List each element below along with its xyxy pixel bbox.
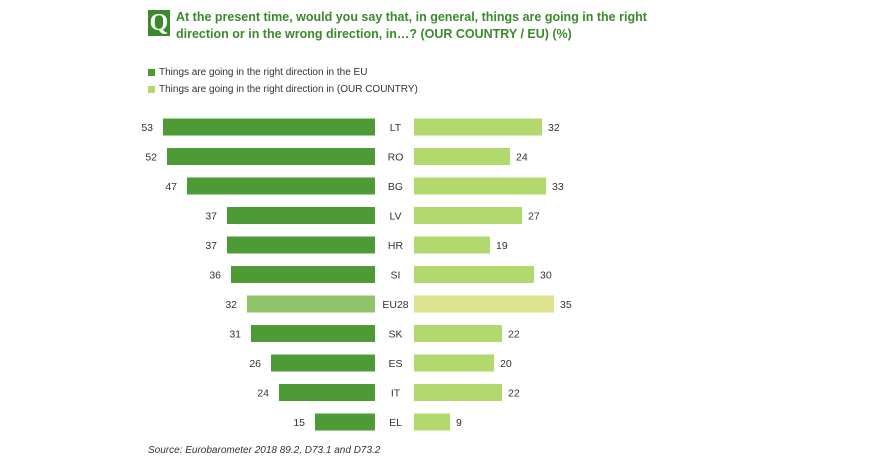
bar-country-eu28	[414, 295, 554, 313]
value-label-country-bg: 33	[552, 181, 564, 193]
value-label-country-hr: 19	[496, 240, 508, 252]
butterfly-bar-chart: 53 LT 32 52 RO 24 47 BG 33 37 LV 27 37 HR 19 36 SI 30 32 EU…	[141, 118, 572, 431]
legend-swatch-country	[148, 86, 155, 93]
category-label-ro: RO	[388, 152, 404, 164]
bar-eu-lv	[227, 207, 375, 224]
value-label-eu-hr: 37	[205, 240, 217, 252]
bar-country-el	[414, 413, 450, 431]
bar-eu-si	[231, 266, 375, 283]
value-label-country-el: 9	[456, 417, 462, 429]
bar-country-es	[414, 354, 494, 372]
value-label-eu-lv: 37	[205, 211, 217, 223]
bar-eu-bg	[187, 177, 375, 195]
value-label-country-it: 22	[508, 388, 520, 400]
bar-eu-el	[315, 413, 375, 431]
category-label-el: EL	[389, 417, 402, 429]
value-label-eu-it: 24	[257, 388, 269, 400]
value-label-eu-eu28: 32	[225, 299, 237, 311]
chart-title: At the present time, would you say that,…	[176, 10, 647, 41]
value-label-country-lt: 32	[548, 122, 560, 134]
legend-item-eu: Things are going in the right direction …	[148, 64, 418, 81]
legend: Things are going in the right direction …	[148, 64, 418, 98]
legend-swatch-eu	[148, 69, 155, 76]
category-label-eu28: EU28	[382, 299, 408, 311]
value-label-country-eu28: 35	[560, 299, 572, 311]
bar-country-bg	[414, 177, 546, 195]
value-label-eu-lt: 53	[141, 122, 153, 134]
value-label-country-es: 20	[500, 358, 512, 370]
legend-label-country: Things are going in the right direction …	[159, 84, 418, 95]
legend-label-eu: Things are going in the right direction …	[159, 67, 368, 78]
value-label-country-ro: 24	[516, 152, 528, 164]
bar-country-it	[414, 384, 502, 401]
bar-eu-sk	[251, 325, 375, 342]
value-label-eu-si: 36	[209, 270, 221, 282]
bar-country-hr	[414, 236, 490, 254]
category-label-sk: SK	[388, 329, 402, 341]
category-label-bg: BG	[388, 181, 403, 193]
bar-eu-es	[271, 354, 375, 372]
category-label-hr: HR	[388, 240, 404, 252]
bar-eu-lt	[163, 118, 375, 136]
value-label-eu-sk: 31	[229, 329, 241, 341]
value-label-country-sk: 22	[508, 329, 520, 341]
category-label-es: ES	[388, 358, 402, 370]
bar-eu-it	[279, 384, 375, 401]
value-label-eu-es: 26	[249, 358, 261, 370]
category-label-si: SI	[391, 270, 401, 282]
category-label-it: IT	[391, 388, 401, 400]
value-label-eu-ro: 52	[145, 152, 157, 164]
category-label-lt: LT	[390, 122, 402, 134]
value-label-country-lv: 27	[528, 211, 540, 223]
source-note: Source: Eurobarometer 2018 89.2, D73.1 a…	[148, 445, 381, 456]
bar-country-lv	[414, 207, 522, 224]
bar-eu-hr	[227, 236, 375, 254]
question-badge-icon: Q	[148, 10, 170, 36]
bar-country-ro	[414, 148, 510, 165]
category-label-lv: LV	[389, 211, 401, 223]
value-label-country-si: 30	[540, 270, 552, 282]
bar-eu-ro	[167, 148, 375, 165]
bar-country-lt	[414, 118, 542, 136]
bar-country-si	[414, 266, 534, 283]
value-label-eu-el: 15	[293, 417, 305, 429]
value-label-eu-bg: 47	[165, 181, 177, 193]
bar-eu-eu28	[247, 295, 375, 313]
bar-country-sk	[414, 325, 502, 342]
legend-item-country: Things are going in the right direction …	[148, 81, 418, 98]
